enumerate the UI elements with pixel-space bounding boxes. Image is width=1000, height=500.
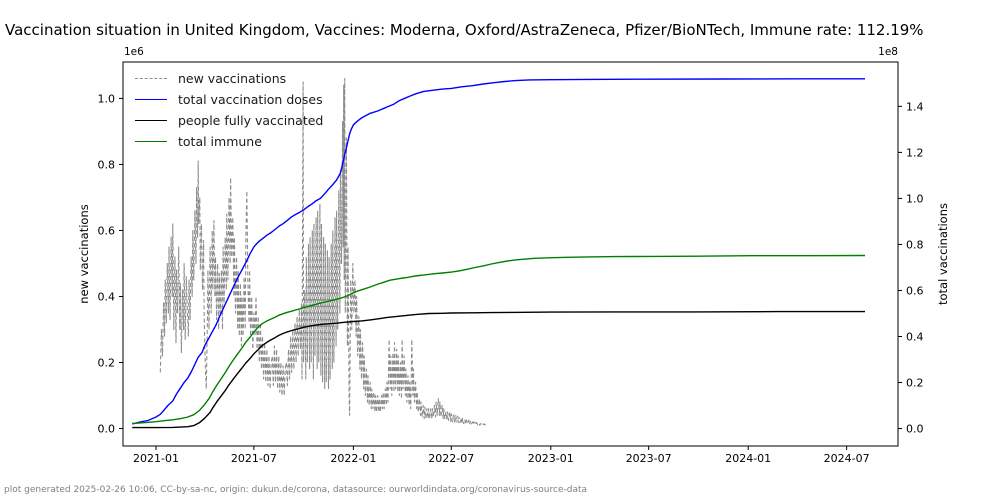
legend-swatch-green-line bbox=[135, 141, 167, 142]
x-tick-label: 2022-07 bbox=[428, 452, 474, 465]
y-axis-label-right: total vaccinations bbox=[936, 203, 950, 306]
axes-spines bbox=[122, 61, 899, 447]
legend-item-people-fully-vaccinated: people fully vaccinated bbox=[135, 110, 323, 131]
legend-swatch-blue-line bbox=[135, 99, 167, 100]
x-tick-label: 2023-07 bbox=[626, 452, 672, 465]
y-axis-label-left: new vaccinations bbox=[77, 204, 91, 304]
y-right-tick-label: 0.8 bbox=[906, 238, 924, 251]
legend-label: total immune bbox=[178, 134, 262, 149]
series-total-immune bbox=[132, 254, 866, 425]
y-left-offset-label: 1e6 bbox=[124, 46, 144, 58]
y-right-tick-label: 1.0 bbox=[906, 192, 924, 205]
y-left-tick-label: 0.0 bbox=[98, 423, 116, 436]
y-left-tick-label: 0.4 bbox=[98, 290, 116, 303]
y-left-tick-label: 0.8 bbox=[98, 158, 116, 171]
legend-label: new vaccinations bbox=[178, 71, 287, 86]
y-right-tick-label: 1.4 bbox=[906, 100, 924, 113]
y-left-tick-label: 1.0 bbox=[98, 92, 116, 105]
legend-item-total-vaccination-doses: total vaccination doses bbox=[135, 89, 323, 110]
x-tick-label: 2023-01 bbox=[528, 452, 574, 465]
series-new-vaccinations bbox=[159, 78, 487, 426]
series-total-vaccination-doses bbox=[132, 78, 865, 425]
y-right-tick-label: 0.6 bbox=[906, 284, 924, 297]
x-tick-label: 2021-01 bbox=[133, 452, 179, 465]
legend-item-new-vaccinations: new vaccinations bbox=[135, 68, 323, 89]
legend: new vaccinations total vaccination doses… bbox=[135, 68, 323, 152]
x-tick-label: 2021-07 bbox=[231, 452, 277, 465]
x-tick-label: 2024-07 bbox=[824, 452, 870, 465]
y-left-tick-label: 0.2 bbox=[98, 357, 116, 370]
legend-swatch-black-line bbox=[135, 120, 167, 121]
legend-swatch-dashed-line bbox=[135, 78, 167, 79]
y-right-tick-label: 0.2 bbox=[906, 377, 924, 390]
legend-label: people fully vaccinated bbox=[178, 113, 324, 128]
y-left-tick-label: 0.6 bbox=[98, 224, 116, 237]
x-tick-label: 2022-01 bbox=[330, 452, 376, 465]
y-right-tick-label: 0.0 bbox=[906, 423, 924, 436]
series-people-fully-vaccinated bbox=[132, 310, 865, 429]
y-right-offset-label: 1e8 bbox=[878, 46, 898, 58]
chart-title: Vaccination situation in United Kingdom,… bbox=[5, 21, 924, 39]
y-right-tick-label: 0.4 bbox=[906, 331, 924, 344]
x-tick-label: 2024-01 bbox=[725, 452, 771, 465]
attribution-caption: plot generated 2025-02-26 10:06, CC-by-s… bbox=[4, 485, 588, 495]
legend-label: total vaccination doses bbox=[178, 92, 323, 107]
legend-item-total-immune: total immune bbox=[135, 131, 323, 152]
y-right-tick-label: 1.2 bbox=[906, 146, 924, 159]
